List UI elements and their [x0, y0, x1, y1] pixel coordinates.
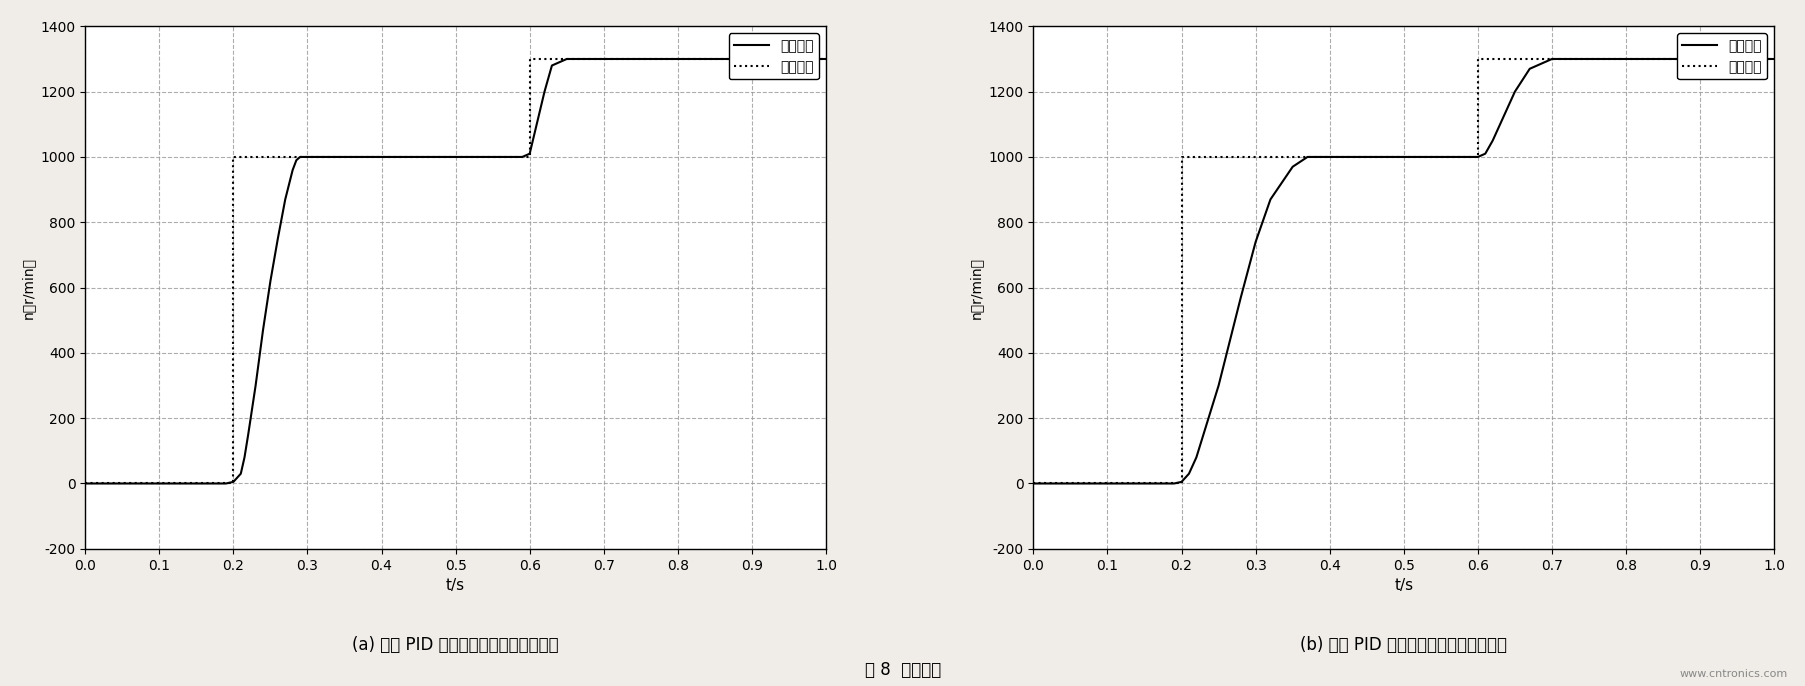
- 响应曲线: [592, 55, 614, 63]
- 响应曲线: [282, 166, 303, 174]
- Text: (b) 模糊 PID 控制下的系统跟踪特能曲线: (b) 模糊 PID 控制下的系统跟踪特能曲线: [1300, 636, 1507, 654]
- X-axis label: t/s: t/s: [1393, 578, 1413, 593]
- Text: 图 8  实验结果: 图 8 实验结果: [865, 661, 940, 679]
- 响应曲线: [289, 153, 310, 161]
- 响应曲线: [1208, 381, 1229, 390]
- Y-axis label: n（r/min）: n（r/min）: [969, 257, 982, 318]
- 响应曲线: [511, 153, 532, 161]
- 响应曲线: [542, 62, 563, 70]
- X-axis label: t/s: t/s: [446, 578, 466, 593]
- 响应曲线: [253, 326, 274, 334]
- 响应曲线: [229, 470, 251, 478]
- 输入信号: [1466, 153, 1487, 161]
- 响应曲线: [1258, 196, 1280, 204]
- 响应曲线: [556, 55, 578, 63]
- 输入信号: [814, 55, 836, 63]
- Text: (a) 常规 PID 控制下的系统跟踪特能曲线: (a) 常规 PID 控制下的系统跟踪特能曲线: [352, 636, 558, 654]
- 响应曲线: [532, 88, 554, 96]
- 响应曲线: [260, 277, 282, 285]
- 响应曲线: [74, 480, 96, 488]
- 输入信号: [1170, 153, 1191, 161]
- Line: 输入信号: 输入信号: [85, 59, 825, 484]
- 响应曲线: [570, 55, 592, 63]
- 响应曲线: [1473, 150, 1495, 158]
- 响应曲线: [1310, 153, 1332, 161]
- Line: 响应曲线: 响应曲线: [85, 59, 825, 484]
- 输入信号: [1022, 480, 1043, 488]
- 输入信号: [1466, 55, 1487, 63]
- Legend: 响应曲线, 输入信号: 响应曲线, 输入信号: [727, 34, 819, 80]
- 响应曲线: [1762, 55, 1783, 63]
- 输入信号: [1762, 55, 1783, 63]
- 响应曲线: [222, 477, 244, 486]
- 响应曲线: [1556, 55, 1578, 63]
- 响应曲线: [296, 153, 318, 161]
- 响应曲线: [267, 235, 289, 243]
- 响应曲线: [1162, 480, 1184, 488]
- Line: 输入信号: 输入信号: [1032, 59, 1773, 484]
- 响应曲线: [1022, 480, 1043, 488]
- 响应曲线: [245, 381, 267, 390]
- 响应曲线: [1296, 153, 1318, 161]
- 输入信号: [222, 153, 244, 161]
- 响应曲线: [285, 156, 307, 165]
- Y-axis label: n（r/min）: n（r/min）: [22, 257, 34, 318]
- 响应曲线: [292, 153, 314, 161]
- 响应曲线: [1540, 55, 1561, 63]
- 输入信号: [1170, 480, 1191, 488]
- 响应曲线: [274, 196, 296, 204]
- 响应曲线: [215, 480, 236, 488]
- Text: www.cntronics.com: www.cntronics.com: [1679, 669, 1787, 679]
- 响应曲线: [1170, 477, 1191, 486]
- 响应曲线: [1177, 470, 1199, 478]
- 响应曲线: [1466, 153, 1487, 161]
- 响应曲线: [236, 430, 258, 438]
- 响应曲线: [518, 150, 540, 158]
- 输入信号: [74, 480, 96, 488]
- Line: 响应曲线: 响应曲线: [1032, 59, 1773, 484]
- 响应曲线: [1504, 88, 1525, 96]
- 输入信号: [518, 153, 540, 161]
- 响应曲线: [1244, 238, 1265, 246]
- 输入信号: [518, 55, 540, 63]
- 响应曲线: [1282, 163, 1303, 171]
- 响应曲线: [233, 453, 255, 462]
- 响应曲线: [1303, 153, 1325, 161]
- Legend: 响应曲线, 输入信号: 响应曲线, 输入信号: [1675, 34, 1767, 80]
- 响应曲线: [814, 55, 836, 63]
- 响应曲线: [1184, 453, 1206, 462]
- 响应曲线: [1229, 293, 1251, 301]
- 响应曲线: [1518, 64, 1540, 73]
- 输入信号: [222, 480, 244, 488]
- 响应曲线: [1482, 137, 1504, 145]
